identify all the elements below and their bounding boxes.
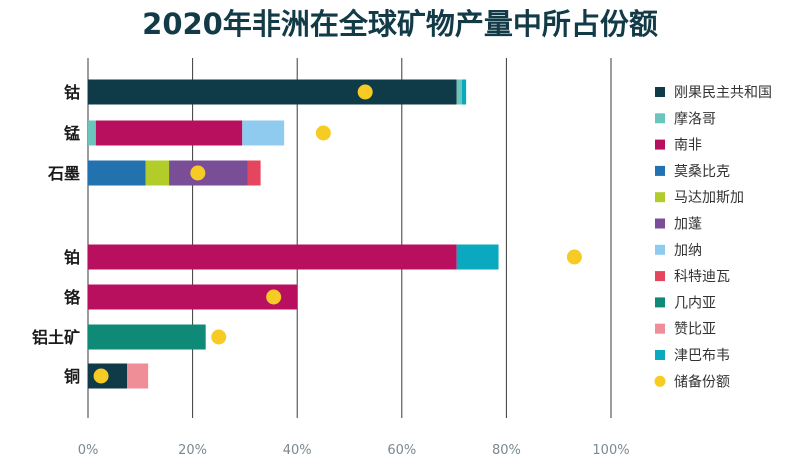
legend-label: 南非 — [674, 138, 702, 154]
legend-label: 加蓬 — [674, 217, 702, 233]
legend-swatch — [655, 271, 665, 282]
legend-swatch — [655, 87, 665, 97]
category-label: 石墨 — [47, 164, 80, 183]
x-tick-label: 100% — [592, 443, 629, 458]
bar-segment — [88, 160, 146, 186]
legend-label: 津巴布韦 — [674, 348, 730, 364]
bar-segment — [456, 244, 499, 270]
bar-segment — [88, 79, 457, 105]
legend-swatch — [655, 297, 665, 308]
category-label: 钴 — [64, 83, 80, 102]
legend-swatch — [655, 218, 665, 229]
category-label: 锰 — [64, 124, 80, 143]
legend-label: 摩洛哥 — [674, 110, 716, 127]
legend-swatch — [655, 139, 665, 150]
bar-segment — [145, 160, 170, 186]
legend-swatch — [655, 244, 665, 255]
bar-segment — [169, 160, 248, 186]
reserve-dot — [211, 329, 227, 345]
bar-segment — [127, 363, 149, 389]
bar-segment — [247, 160, 261, 186]
legend-label: 几内亚 — [674, 295, 716, 311]
reserve-dot — [357, 84, 373, 100]
legend-label: 储备份额 — [674, 373, 730, 390]
bar-segment — [88, 324, 206, 350]
bar-segment — [88, 120, 96, 146]
legend-label: 莫桑比克 — [674, 164, 730, 180]
bar-segment — [461, 79, 467, 105]
legend-swatch — [655, 323, 665, 334]
x-tick-label: 20% — [178, 443, 207, 458]
reserve-dot — [315, 125, 331, 141]
legend-label: 马达加斯加 — [674, 190, 744, 206]
category-label: 铝土矿 — [32, 328, 80, 347]
category-label: 铂 — [64, 248, 80, 267]
x-tick-label: 80% — [492, 443, 521, 458]
legend-swatch — [655, 165, 665, 176]
x-tick-label: 0% — [78, 443, 99, 458]
x-tick-label: 60% — [387, 443, 416, 458]
legend-swatch — [654, 375, 666, 387]
bar-segment — [88, 244, 457, 270]
chart-title: 2020年非洲在全球矿物产量中所占份额 — [142, 7, 658, 41]
bar-segment — [88, 284, 298, 310]
category-label: 铬 — [64, 288, 81, 307]
legend-label: 赞比亚 — [674, 322, 716, 338]
legend-label: 刚果民主共和国 — [674, 85, 772, 101]
reserve-dot — [566, 249, 582, 265]
legend-swatch — [655, 113, 665, 124]
bar-segment — [456, 79, 462, 105]
legend-label: 科特迪瓦 — [674, 269, 730, 285]
reserve-dot — [93, 368, 109, 384]
category-label: 铜 — [64, 367, 80, 386]
legend-label: 加纳 — [674, 243, 702, 259]
reserve-dot — [190, 165, 206, 181]
bar-segment — [242, 120, 285, 146]
reserve-dot — [266, 289, 282, 305]
legend-swatch — [655, 192, 665, 203]
bar-segment — [95, 120, 243, 146]
x-tick-label: 40% — [283, 443, 312, 458]
legend-swatch — [655, 350, 665, 360]
